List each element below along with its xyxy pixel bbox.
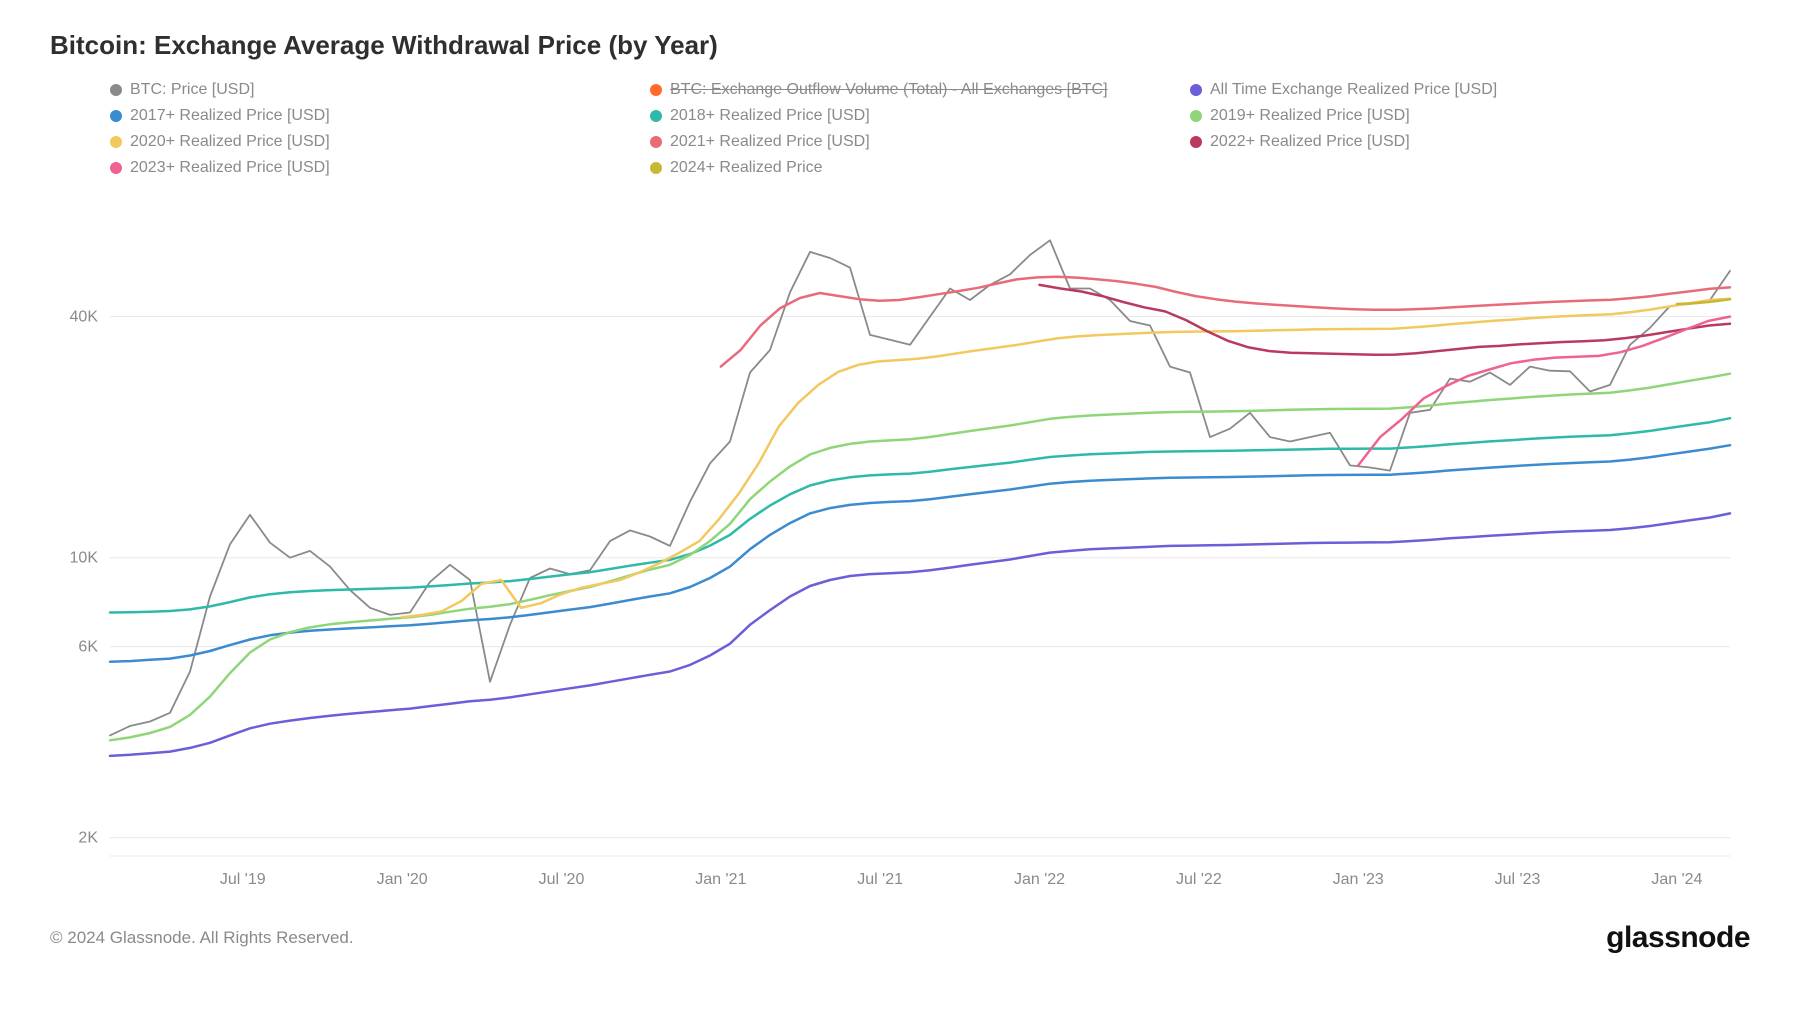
legend-item-rp2024[interactable]: 2024+ Realized Price [650, 159, 1170, 177]
legend-item-rp2019[interactable]: 2019+ Realized Price [USD] [1190, 107, 1710, 125]
legend-label: 2023+ Realized Price [USD] [130, 159, 330, 177]
y-tick-label: 6K [78, 639, 98, 656]
copyright-text: © 2024 Glassnode. All Rights Reserved. [50, 928, 354, 948]
footer: © 2024 Glassnode. All Rights Reserved. g… [50, 921, 1750, 955]
legend-item-rp2023[interactable]: 2023+ Realized Price [USD] [110, 159, 630, 177]
legend-item-rp2020[interactable]: 2020+ Realized Price [USD] [110, 133, 630, 151]
series-rp2022 [1040, 285, 1731, 355]
series-alltime [110, 513, 1730, 756]
legend-label: 2020+ Realized Price [USD] [130, 133, 330, 151]
legend-swatch [650, 84, 662, 96]
legend-label: All Time Exchange Realized Price [USD] [1210, 81, 1497, 99]
legend-item-btc_price[interactable]: BTC: Price [USD] [110, 81, 630, 99]
x-tick-label: Jan '21 [695, 871, 746, 888]
series-rp2018 [110, 418, 1730, 612]
legend-item-outflow[interactable]: BTC: Exchange Outflow Volume (Total) - A… [650, 81, 1170, 99]
legend-swatch [650, 136, 662, 148]
legend-label: 2024+ Realized Price [670, 159, 823, 177]
legend-swatch [1190, 136, 1202, 148]
legend-label: 2017+ Realized Price [USD] [130, 107, 330, 125]
legend-swatch [1190, 84, 1202, 96]
x-tick-label: Jul '19 [220, 871, 266, 888]
x-tick-label: Jul '22 [1176, 871, 1222, 888]
plot-svg: 2K 6K 10K 40K Jul '19 Jan '20 Jul '20 Jan '21 Ju… [50, 196, 1750, 896]
x-tick-label: Jan '24 [1651, 871, 1702, 888]
x-tick-label: Jul '23 [1495, 871, 1541, 888]
series-rp2019 [110, 374, 1730, 741]
y-tick-label: 40K [70, 309, 99, 326]
series-rp2021 [721, 277, 1730, 367]
x-tick-label: Jan '23 [1333, 871, 1384, 888]
series-rp2023 [1358, 317, 1730, 466]
legend-item-alltime[interactable]: All Time Exchange Realized Price [USD] [1190, 81, 1710, 99]
legend-label: BTC: Exchange Outflow Volume (Total) - A… [670, 81, 1108, 99]
legend-swatch [110, 84, 122, 96]
y-tick-label: 2K [78, 830, 98, 847]
chart-area: BTC: Price [USD] BTC: Exchange Outflow Vo… [50, 81, 1750, 901]
legend-item-rp2017[interactable]: 2017+ Realized Price [USD] [110, 107, 630, 125]
legend: BTC: Price [USD] BTC: Exchange Outflow Vo… [110, 81, 1750, 177]
legend-swatch [650, 110, 662, 122]
legend-label: BTC: Price [USD] [130, 81, 254, 99]
legend-label: 2019+ Realized Price [USD] [1210, 107, 1410, 125]
legend-item-rp2022[interactable]: 2022+ Realized Price [USD] [1190, 133, 1710, 151]
x-tick-label: Jan '20 [377, 871, 428, 888]
series-rp2017 [110, 445, 1730, 662]
legend-swatch [1190, 110, 1202, 122]
legend-swatch [110, 162, 122, 174]
legend-label: 2021+ Realized Price [USD] [670, 133, 870, 151]
chart-title: Bitcoin: Exchange Average Withdrawal Pri… [50, 30, 1750, 61]
legend-swatch [110, 110, 122, 122]
series-btc_price [110, 240, 1730, 735]
legend-item-rp2021[interactable]: 2021+ Realized Price [USD] [650, 133, 1170, 151]
y-tick-label: 10K [70, 550, 99, 567]
legend-label: 2022+ Realized Price [USD] [1210, 133, 1410, 151]
x-tick-label: Jul '21 [857, 871, 903, 888]
legend-swatch [110, 136, 122, 148]
x-tick-label: Jul '20 [539, 871, 585, 888]
legend-label: 2018+ Realized Price [USD] [670, 107, 870, 125]
legend-item-rp2018[interactable]: 2018+ Realized Price [USD] [650, 107, 1170, 125]
legend-swatch [650, 162, 662, 174]
brand-logo: glassnode [1606, 921, 1750, 955]
x-tick-label: Jan '22 [1014, 871, 1065, 888]
